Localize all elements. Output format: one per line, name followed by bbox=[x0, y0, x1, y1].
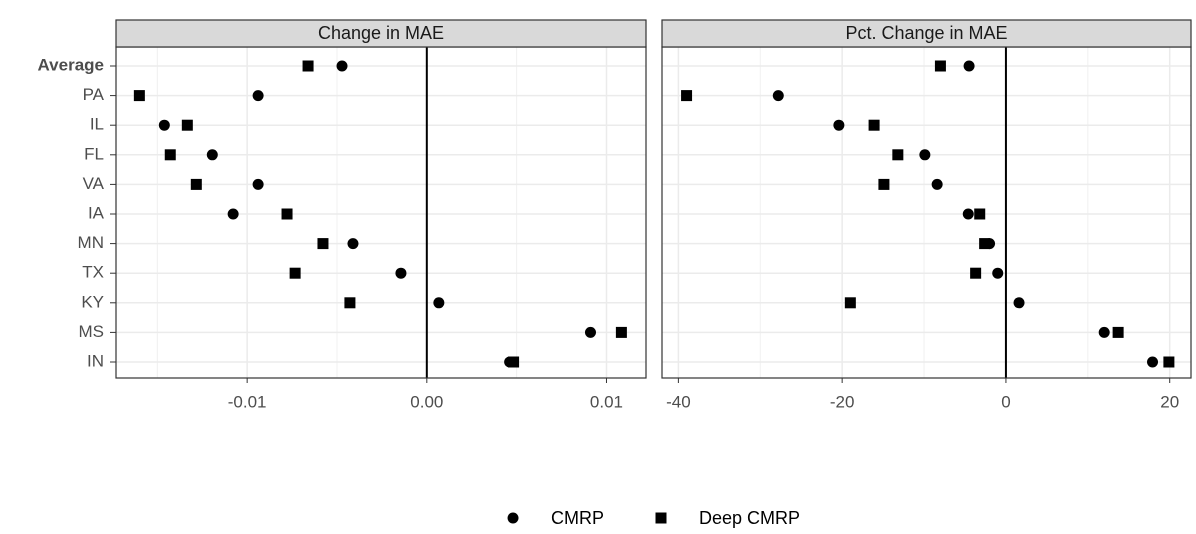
point-square bbox=[974, 208, 986, 220]
point-circle bbox=[158, 119, 170, 131]
point-circle bbox=[395, 267, 407, 279]
strip-title: Pct. Change in MAE bbox=[845, 23, 1007, 43]
y-tick-label: IN bbox=[87, 351, 104, 370]
point-circle bbox=[992, 267, 1004, 279]
point-square bbox=[934, 60, 946, 72]
y-tick-label: FL bbox=[84, 144, 104, 163]
point-square bbox=[615, 326, 627, 338]
x-tick-label: -0.01 bbox=[228, 392, 267, 411]
point-square bbox=[133, 90, 145, 102]
x-tick-label: 0 bbox=[1001, 392, 1010, 411]
point-circle bbox=[252, 90, 264, 102]
legend-label: Deep CMRP bbox=[699, 508, 800, 528]
y-tick-label: MN bbox=[78, 233, 104, 252]
point-circle bbox=[433, 297, 445, 309]
panel-background bbox=[116, 47, 646, 378]
strip bbox=[661, 19, 1192, 48]
point-circle bbox=[833, 119, 845, 131]
point-square bbox=[892, 149, 904, 161]
point-square bbox=[289, 267, 301, 279]
point-circle bbox=[1147, 356, 1159, 368]
x-tick-label: 0.01 bbox=[590, 392, 623, 411]
point-circle bbox=[772, 90, 784, 102]
y-tick-label: MS bbox=[79, 322, 105, 341]
point-square bbox=[868, 119, 880, 131]
point-circle bbox=[1013, 297, 1025, 309]
point-circle bbox=[507, 512, 519, 524]
point-square bbox=[655, 512, 667, 524]
x-tick-label: 20 bbox=[1160, 392, 1179, 411]
x-tick-label: -40 bbox=[666, 392, 691, 411]
y-tick-label: TX bbox=[82, 263, 104, 282]
point-square bbox=[317, 238, 329, 250]
point-circle bbox=[1098, 326, 1110, 338]
y-tick-label: PA bbox=[83, 85, 105, 104]
y-tick-label: IL bbox=[90, 115, 104, 134]
y-tick-label: Average bbox=[38, 55, 104, 74]
point-square bbox=[970, 267, 982, 279]
point-square bbox=[979, 238, 991, 250]
point-square bbox=[508, 356, 520, 368]
point-circle bbox=[227, 208, 239, 220]
point-square bbox=[190, 178, 202, 190]
panel-background bbox=[662, 47, 1191, 378]
point-circle bbox=[931, 178, 943, 190]
strip bbox=[115, 19, 647, 48]
point-circle bbox=[584, 326, 596, 338]
y-tick-label: VA bbox=[83, 174, 105, 193]
y-tick-label: IA bbox=[88, 203, 105, 222]
point-square bbox=[181, 119, 193, 131]
point-circle bbox=[252, 178, 264, 190]
point-circle bbox=[347, 238, 359, 250]
point-square bbox=[844, 297, 856, 309]
point-square bbox=[1112, 326, 1124, 338]
y-tick-label: KY bbox=[81, 292, 104, 311]
point-square bbox=[164, 149, 176, 161]
point-square bbox=[302, 60, 314, 72]
x-tick-label: 0.00 bbox=[410, 392, 443, 411]
point-circle bbox=[962, 208, 974, 220]
x-tick-label: -20 bbox=[830, 392, 855, 411]
legend-label: CMRP bbox=[551, 508, 604, 528]
strip-title: Change in MAE bbox=[318, 23, 444, 43]
point-square bbox=[878, 178, 890, 190]
point-circle bbox=[336, 60, 348, 72]
point-square bbox=[1163, 356, 1175, 368]
point-square bbox=[281, 208, 293, 220]
point-square bbox=[681, 90, 693, 102]
point-square bbox=[344, 297, 356, 309]
point-circle bbox=[206, 149, 218, 161]
point-circle bbox=[919, 149, 931, 161]
point-circle bbox=[963, 60, 975, 72]
